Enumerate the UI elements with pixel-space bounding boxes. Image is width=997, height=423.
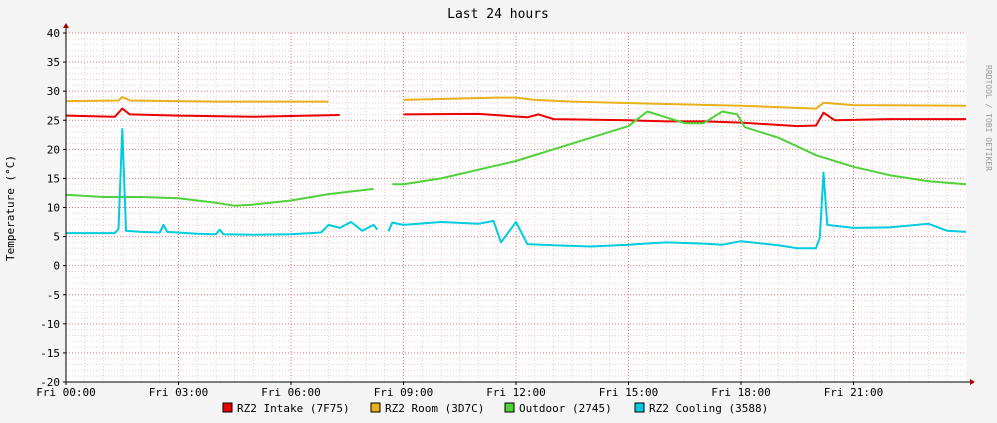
x-axis-arrow bbox=[970, 379, 975, 385]
legend: RZ2 Intake (7F75) RZ2 Room (3D7C) Outdoor … bbox=[222, 402, 768, 415]
y-tick-label: 40 bbox=[47, 27, 60, 40]
y-tick-label: 0 bbox=[53, 260, 60, 273]
legend-swatch bbox=[370, 402, 381, 413]
legend-swatch bbox=[634, 402, 645, 413]
series-lines bbox=[65, 96, 967, 250]
y-axis-arrow bbox=[63, 23, 69, 28]
y-tick-label: 30 bbox=[47, 85, 60, 98]
legend-label: Outdoor (2745) bbox=[519, 402, 612, 415]
x-tick-label: Fri 15:00 bbox=[599, 386, 659, 399]
legend-swatch bbox=[504, 402, 515, 413]
legend-label: RZ2 Intake (7F75) bbox=[237, 402, 350, 415]
x-tick-label: Fri 00:00 bbox=[36, 386, 96, 399]
x-tick-label: Fri 21:00 bbox=[824, 386, 884, 399]
series-line bbox=[65, 96, 967, 110]
y-tick-label: 10 bbox=[47, 202, 60, 215]
y-tick-label: 25 bbox=[47, 114, 60, 127]
y-tick-label: 5 bbox=[53, 231, 60, 244]
x-tick-label: Fri 09:00 bbox=[374, 386, 434, 399]
y-axis-label: Temperature (°C) bbox=[4, 155, 17, 261]
legend-swatch bbox=[222, 402, 233, 413]
legend-label: RZ2 Cooling (3588) bbox=[649, 402, 768, 415]
x-tick-label: Fri 18:00 bbox=[711, 386, 771, 399]
grid bbox=[65, 32, 966, 383]
rrdtool-watermark: RRDTOOL / TOBI OETIKER bbox=[984, 65, 993, 171]
x-tick-label: Fri 03:00 bbox=[149, 386, 209, 399]
series-line bbox=[65, 110, 967, 207]
y-tick-label: 15 bbox=[47, 172, 60, 185]
legend-label: RZ2 Room (3D7C) bbox=[385, 402, 484, 415]
y-tick-label: -15 bbox=[40, 347, 60, 360]
x-tick-label: Fri 12:00 bbox=[486, 386, 546, 399]
y-tick-label: -5 bbox=[47, 289, 60, 302]
chart-title: Last 24 hours bbox=[447, 7, 549, 22]
series-line bbox=[65, 107, 966, 128]
axes bbox=[63, 23, 975, 385]
y-tick-label: 20 bbox=[47, 143, 60, 156]
series-line bbox=[66, 128, 967, 250]
y-tick-label: -20 bbox=[40, 376, 60, 389]
y-tick-label: 35 bbox=[47, 56, 60, 69]
x-tick-label: Fri 06:00 bbox=[261, 386, 321, 399]
y-tick-label: -10 bbox=[40, 318, 60, 331]
